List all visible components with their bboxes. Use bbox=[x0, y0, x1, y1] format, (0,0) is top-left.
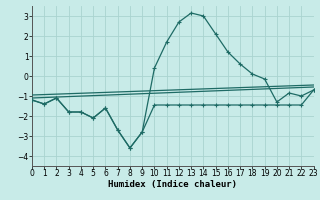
X-axis label: Humidex (Indice chaleur): Humidex (Indice chaleur) bbox=[108, 180, 237, 189]
